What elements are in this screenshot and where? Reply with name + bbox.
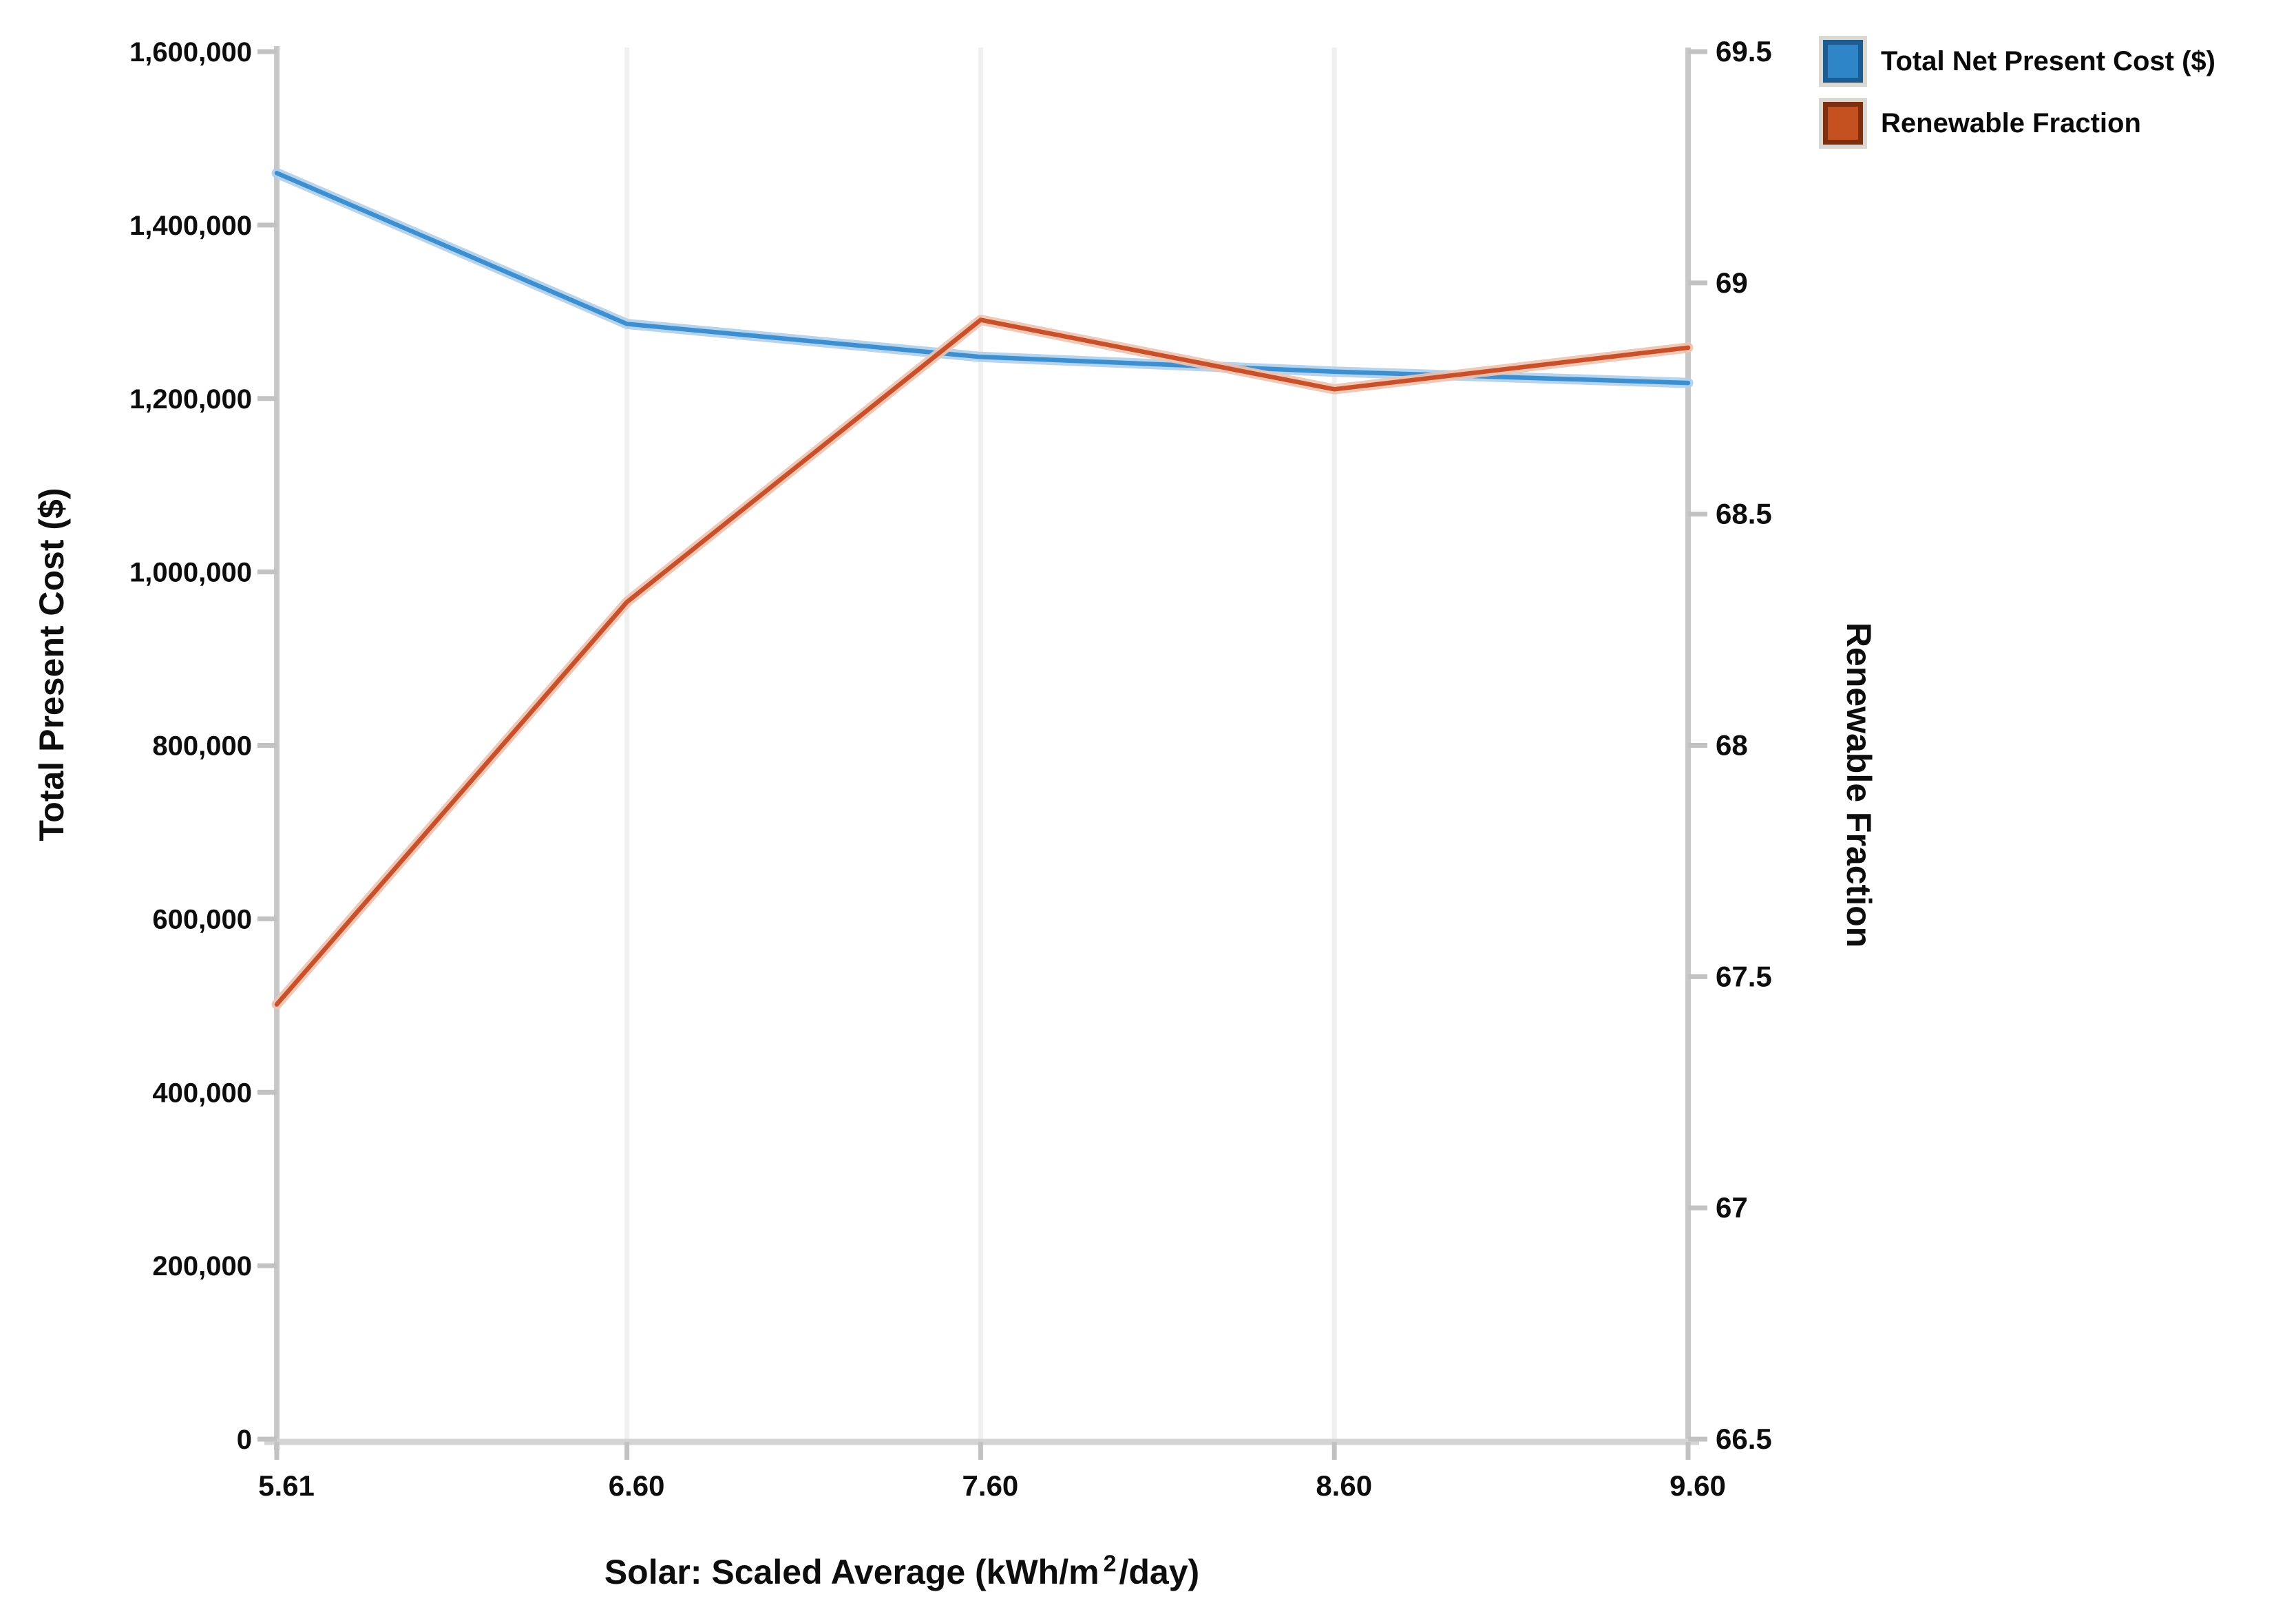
legend-label: Renewable Fraction: [1881, 107, 2141, 138]
x-tick-label: 9.60: [1670, 1469, 1726, 1502]
y-right-tick-label: 67: [1716, 1191, 1748, 1224]
legend-swatch-blue-icon: [1823, 40, 1863, 83]
x-axis-title-prefix: Solar: Scaled Average (kWh/m: [604, 1552, 1099, 1591]
y-right-tick-label: 69: [1716, 266, 1748, 299]
y-left-tick-label: 1,600,000: [129, 37, 252, 67]
x-axis-title-suffix: /day): [1119, 1552, 1200, 1591]
x-tick-label: 8.60: [1316, 1469, 1372, 1502]
y-left-tick-label: 1,000,000: [129, 558, 252, 588]
y-left-tick-label: 400,000: [152, 1078, 252, 1108]
y-right-tick-label: 69.5: [1716, 35, 1772, 67]
y-left-tick-label: 800,000: [152, 731, 252, 762]
legend-label: Total Net Present Cost ($): [1881, 45, 2215, 76]
y-left-axis-title: Total Present Cost ($): [32, 488, 71, 841]
y-left-tick-label: 1,400,000: [129, 211, 252, 241]
x-tick-label: 5.61: [258, 1469, 315, 1502]
legend: Total Net Present Cost ($) Renewable Fra…: [1823, 40, 2215, 145]
x-tick-label: 6.60: [609, 1469, 665, 1502]
legend-item-total-net-present-cost: Total Net Present Cost ($): [1823, 40, 2215, 83]
legend-swatch-orange-icon: [1823, 102, 1863, 145]
x-axis-title: Solar: Scaled Average (kWh/m 2/day): [604, 1551, 1199, 1592]
y-left-tick-label: 0: [237, 1425, 252, 1455]
y-right-tick-label: 66.5: [1716, 1423, 1772, 1455]
y-left-tick-label: 200,000: [152, 1251, 252, 1281]
legend-item-renewable-fraction: Renewable Fraction: [1823, 102, 2215, 145]
x-axis-title-superscript: 2: [1103, 1551, 1117, 1578]
y-right-tick-label: 68: [1716, 729, 1748, 762]
y-right-tick-label: 68.5: [1716, 498, 1772, 530]
y-left-tick-label: 600,000: [152, 904, 252, 934]
y-left-tick-label: 1,200,000: [129, 384, 252, 415]
series-renewable-fraction: [274, 317, 1691, 1007]
x-tick-label: 7.60: [962, 1469, 1019, 1502]
y-right-tick-label: 67.5: [1716, 960, 1772, 992]
y-right-axis-title: Renewable Fraction: [1840, 622, 1878, 948]
